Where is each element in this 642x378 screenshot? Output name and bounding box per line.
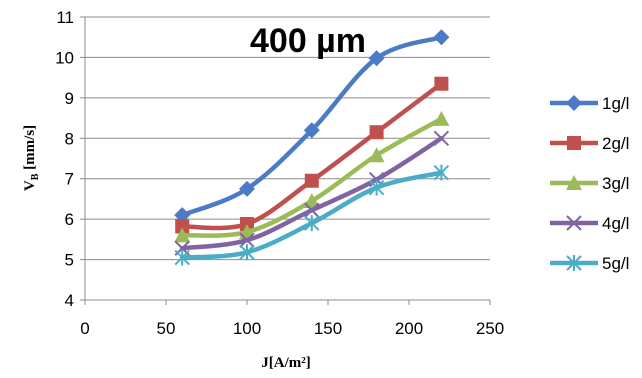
- x-tick-label: 150: [314, 319, 342, 338]
- data-point: [174, 249, 190, 266]
- legend: 1g/l 2g/l 3g/l 4g/l 5g/l: [550, 94, 629, 273]
- annotation-label: 400 µm: [250, 22, 366, 60]
- y-tick-label: 11: [56, 8, 74, 27]
- series-5: [174, 164, 450, 266]
- legend-label: 3g/l: [602, 174, 629, 193]
- legend-marker: [566, 95, 582, 111]
- data-point: [304, 215, 320, 232]
- data-point: [433, 130, 450, 146]
- y-tick-label: 9: [65, 89, 74, 108]
- x-tick-label: 50: [157, 319, 176, 338]
- data-point: [433, 110, 450, 126]
- legend-marker: [566, 255, 582, 271]
- x-axis-title: J[A/m²]: [261, 355, 310, 371]
- legend-label: 5g/l: [602, 254, 629, 273]
- data-point: [174, 227, 191, 243]
- x-tick-label: 100: [233, 319, 261, 338]
- legend-label: 2g/l: [602, 134, 629, 153]
- y-tick-label: 7: [65, 170, 74, 189]
- series-2: [175, 76, 449, 234]
- legend-item: 5g/l: [550, 254, 629, 273]
- x-tick-labels: 0 50 100 150 200 250: [80, 319, 504, 338]
- data-point-stroke: [304, 202, 320, 218]
- data-point: [368, 50, 385, 67]
- data-point: [239, 232, 255, 248]
- legend-marker-stroke: [566, 215, 582, 231]
- y-tick-label: 4: [65, 291, 74, 310]
- legend-item: 3g/l: [550, 174, 629, 193]
- axes: [80, 16, 491, 305]
- data-point: [304, 202, 320, 218]
- legend-item: 1g/l: [550, 94, 629, 113]
- y-axis-title-main: V: [22, 180, 38, 191]
- x-tick-label: 250: [476, 319, 504, 338]
- legend-marker: [566, 215, 582, 231]
- y-tick-label: 8: [65, 129, 74, 148]
- data-point: [303, 122, 320, 139]
- data-point: [239, 244, 255, 261]
- y-tick-label: 6: [65, 210, 74, 229]
- data-point: [433, 164, 450, 181]
- data-point: [239, 180, 255, 197]
- y-axis-title-rest: [mm/s]: [22, 125, 38, 174]
- legend-label: 4g/l: [602, 214, 629, 233]
- x-tick-label: 200: [395, 319, 423, 338]
- series-1: [174, 29, 450, 224]
- legend-marker: [567, 136, 581, 150]
- y-axis-title-sub: B: [30, 173, 41, 180]
- y-axis-title: VB [mm/s]: [22, 125, 41, 191]
- legend-item: 4g/l: [550, 214, 629, 233]
- data-point: [368, 147, 385, 163]
- data-point: [304, 173, 319, 188]
- data-point: [175, 219, 190, 234]
- x-tick-label: 0: [80, 319, 89, 338]
- legend-item: 2g/l: [550, 134, 629, 153]
- y-tick-labels: 4 5 6 7 8 9 10 11: [55, 8, 74, 310]
- data-point: [433, 29, 450, 46]
- data-point-stroke: [433, 130, 450, 146]
- data-point: [368, 179, 385, 196]
- grid-lines: [85, 16, 490, 301]
- data-point: [369, 125, 384, 140]
- series-group: [174, 29, 450, 266]
- legend-marker: [566, 175, 582, 190]
- y-tick-label: 10: [55, 48, 74, 67]
- legend-label: 1g/l: [602, 94, 629, 113]
- data-point: [240, 216, 254, 231]
- data-point-stroke: [239, 232, 255, 248]
- data-point: [434, 76, 449, 91]
- data-point: [174, 207, 191, 224]
- data-point: [303, 192, 320, 208]
- y-tick-label: 5: [65, 251, 74, 270]
